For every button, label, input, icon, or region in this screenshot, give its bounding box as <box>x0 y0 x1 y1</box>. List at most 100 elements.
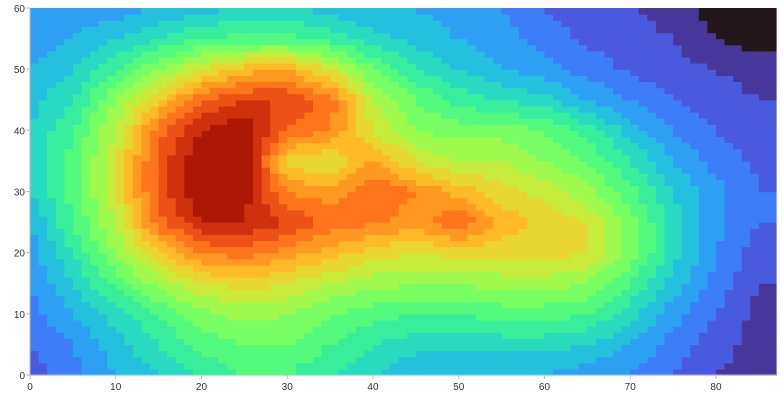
heatmap-cell <box>141 258 151 266</box>
heatmap-cell <box>175 179 185 186</box>
heatmap-cell <box>167 32 177 40</box>
heatmap-cell <box>407 350 417 358</box>
heatmap-cell <box>210 319 220 327</box>
heatmap-cell <box>124 246 134 254</box>
heatmap-cell <box>544 50 554 58</box>
heatmap-cell <box>518 173 528 180</box>
heatmap-cell <box>698 99 709 107</box>
heatmap-cell <box>64 26 74 34</box>
heatmap-cell <box>192 368 203 376</box>
heatmap-cell <box>347 246 357 254</box>
heatmap-cell <box>673 283 683 290</box>
heatmap-cell <box>553 179 563 186</box>
heatmap-cell <box>55 63 65 70</box>
heatmap-cell <box>304 93 314 101</box>
heatmap-cell <box>330 118 340 125</box>
heatmap-cell <box>278 105 288 113</box>
heatmap-cell <box>38 252 48 260</box>
heatmap-cell <box>750 124 760 131</box>
heatmap-cell <box>475 148 486 156</box>
heatmap-cell <box>287 362 297 370</box>
heatmap-cell <box>287 93 297 101</box>
heatmap-cell <box>261 20 271 27</box>
heatmap-cell <box>244 215 254 223</box>
heatmap-cell <box>278 179 288 186</box>
heatmap-cell <box>433 258 443 266</box>
heatmap-cell <box>338 32 348 40</box>
heatmap-cell <box>398 56 408 64</box>
heatmap-cell <box>270 191 280 199</box>
heatmap-cell <box>415 124 426 131</box>
heatmap-cell <box>544 362 554 370</box>
heatmap-cell <box>501 264 511 272</box>
heatmap-cell <box>750 344 760 352</box>
heatmap-cell <box>364 173 374 180</box>
heatmap-cell <box>741 191 751 199</box>
heatmap-cell <box>210 124 220 131</box>
heatmap-cell <box>415 32 426 40</box>
heatmap-cell <box>630 215 640 223</box>
heatmap-cell <box>372 197 383 205</box>
heatmap-cell <box>604 160 614 168</box>
heatmap-cell <box>192 338 203 346</box>
heatmap-cell <box>372 160 383 168</box>
heatmap-cell <box>287 185 297 193</box>
heatmap-cell <box>535 50 546 58</box>
heatmap-cell <box>544 289 554 297</box>
heatmap-cell <box>441 50 451 58</box>
heatmap-cell <box>355 215 366 223</box>
heatmap-cell <box>510 246 520 254</box>
heatmap-cell <box>355 362 366 370</box>
heatmap-cell <box>647 356 657 364</box>
heatmap-cell <box>424 69 434 76</box>
heatmap-cell <box>398 69 408 76</box>
heatmap-cell <box>758 203 769 211</box>
heatmap-cell <box>535 228 546 235</box>
heatmap-cell <box>604 56 614 64</box>
heatmap-cell <box>227 222 237 229</box>
heatmap-cell <box>184 191 194 199</box>
heatmap-cell <box>724 105 734 113</box>
heatmap-cell <box>750 93 760 101</box>
heatmap-cell <box>227 75 237 82</box>
heatmap-cell <box>441 160 451 168</box>
heatmap-cell <box>218 338 228 346</box>
heatmap-cell <box>561 26 571 34</box>
heatmap-cell <box>98 332 108 339</box>
heatmap-cell <box>278 222 288 229</box>
heatmap-cell <box>578 326 588 333</box>
heatmap-cell <box>184 87 194 95</box>
heatmap-cell <box>398 307 408 315</box>
heatmap-cell <box>252 326 263 333</box>
heatmap-cell <box>475 283 486 290</box>
heatmap-cell <box>664 136 674 144</box>
heatmap-cell <box>90 246 100 254</box>
heatmap-cell <box>312 344 323 352</box>
heatmap-cell <box>398 240 408 248</box>
heatmap-cell <box>38 142 48 150</box>
heatmap-cell <box>681 234 691 242</box>
heatmap-cell <box>561 295 571 303</box>
heatmap-cell <box>261 185 271 193</box>
heatmap-cell <box>681 197 691 205</box>
heatmap-cell <box>493 136 503 144</box>
heatmap-cell <box>201 142 211 150</box>
heatmap-cell <box>673 136 683 144</box>
heatmap-cell <box>415 271 426 278</box>
heatmap-cell <box>544 301 554 309</box>
heatmap-cell <box>235 344 245 352</box>
heatmap-cell <box>244 160 254 168</box>
heatmap-cell <box>450 313 460 321</box>
heatmap-cell <box>733 252 743 260</box>
heatmap-cell <box>510 69 520 76</box>
heatmap-cell <box>304 69 314 76</box>
heatmap-cell <box>244 246 254 254</box>
heatmap-cell <box>227 179 237 186</box>
heatmap-cell <box>47 38 57 46</box>
heatmap-cell <box>132 326 143 333</box>
heatmap-cell <box>767 154 777 162</box>
heatmap-cell <box>64 173 74 180</box>
heatmap-cell <box>55 81 65 89</box>
heatmap-cell <box>407 154 417 162</box>
heatmap-cell <box>681 246 691 254</box>
